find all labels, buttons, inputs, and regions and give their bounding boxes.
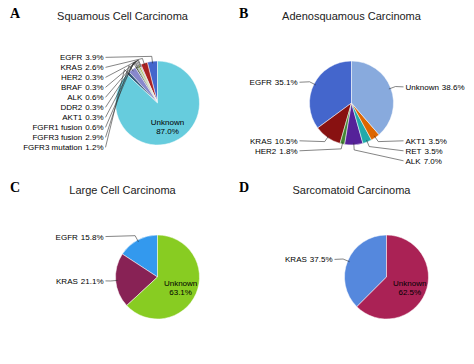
html-text:C: C xyxy=(10,180,21,195)
svg-text:AKT13.5%: AKT13.5% xyxy=(406,136,447,145)
svg-text:HER21.8%: HER21.8% xyxy=(255,146,298,155)
svg-text:DDR20.3%: DDR20.3% xyxy=(60,103,103,112)
svg-text:FGFR3 mutation1.2%: FGFR3 mutation1.2% xyxy=(23,143,103,152)
svg-text:RET3.5%: RET3.5% xyxy=(406,146,443,155)
svg-text:KRAS21.1%: KRAS21.1% xyxy=(56,276,103,285)
html-text:B: B xyxy=(239,6,249,21)
svg-text:Unknown62.5%: Unknown62.5% xyxy=(393,279,426,297)
svg-text:EGFR35.1%: EGFR35.1% xyxy=(250,78,298,87)
svg-text:ALK7.0%: ALK7.0% xyxy=(406,156,442,165)
svg-text:Unknown63.1%: Unknown63.1% xyxy=(164,279,197,297)
svg-text:HER20.3%: HER20.3% xyxy=(61,73,104,82)
html-text:Sarcomatoid Carcinoma: Sarcomatoid Carcinoma xyxy=(292,184,411,196)
svg-text:EGFR3.9%: EGFR3.9% xyxy=(60,53,103,62)
html-text:Squamous Cell Carcinoma: Squamous Cell Carcinoma xyxy=(57,10,188,22)
svg-text:BRAF0.3%: BRAF0.3% xyxy=(61,83,104,92)
svg-text:AKT10.3%: AKT10.3% xyxy=(62,113,103,122)
svg-text:KRAS2.6%: KRAS2.6% xyxy=(60,63,103,72)
svg-text:FGFR3 fusion2.9%: FGFR3 fusion2.9% xyxy=(32,133,103,142)
svg-text:Unknown87.0%: Unknown87.0% xyxy=(151,118,184,136)
svg-text:Unknown38.6%: Unknown38.6% xyxy=(406,82,465,91)
svg-text:KRAS10.5%: KRAS10.5% xyxy=(250,136,297,145)
html-text:A: A xyxy=(10,6,21,21)
html-text:D: D xyxy=(239,180,250,195)
html-text:Large Cell Carcinoma: Large Cell Carcinoma xyxy=(69,184,176,196)
html-text:Adenosquamous Carcinoma: Adenosquamous Carcinoma xyxy=(282,10,421,22)
svg-text:ALK0.6%: ALK0.6% xyxy=(67,93,103,102)
svg-text:EGFR15.8%: EGFR15.8% xyxy=(56,232,104,241)
svg-text:FGFR1 fusion0.6%: FGFR1 fusion0.6% xyxy=(32,123,103,132)
svg-text:KRAS37.5%: KRAS37.5% xyxy=(285,255,332,264)
